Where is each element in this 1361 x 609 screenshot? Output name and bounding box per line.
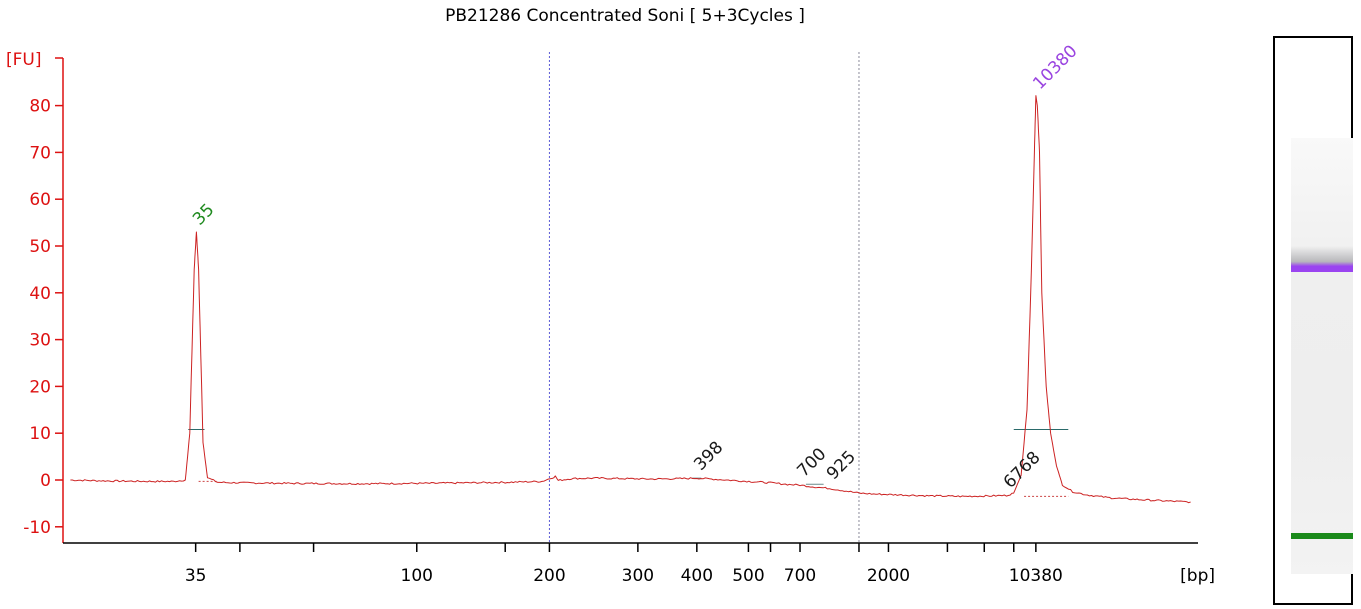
x-tick-label: 300 (622, 566, 654, 586)
gel-lane-panel (1273, 36, 1353, 605)
y-tick-label: 10 (29, 424, 51, 444)
y-axis-label: [FU] (6, 50, 42, 70)
y-tick-label: 40 (29, 284, 51, 304)
y-tick-label: 30 (29, 331, 51, 351)
y-tick-label: 70 (29, 143, 51, 163)
peak-label: 398 (690, 438, 727, 475)
y-tick-label: 50 (29, 237, 51, 257)
y-tick-label: -10 (23, 518, 51, 538)
x-tick-label: 400 (681, 566, 713, 586)
y-tick-label: 60 (29, 190, 51, 210)
x-axis-label: [bp] (1180, 566, 1215, 586)
y-tick-label: 0 (40, 471, 51, 491)
peak-label: 700 (793, 444, 830, 481)
x-tick-label: 10380 (1009, 566, 1063, 586)
x-tick-label: 100 (401, 566, 433, 586)
peak-label: 6768 (1000, 448, 1045, 493)
lower-marker-band (1291, 532, 1353, 539)
peak-label: 35 (189, 200, 218, 229)
x-tick-label: 500 (732, 566, 764, 586)
y-tick-label: 80 (29, 97, 51, 117)
x-tick-label: 200 (533, 566, 565, 586)
chart-title: PB21286 Concentrated Soni [ 5+3Cycles ] (445, 6, 805, 26)
x-tick-label: 2000 (867, 566, 910, 586)
y-tick-label: 20 (29, 377, 51, 397)
electropherogram-trace (70, 95, 1191, 504)
x-tick-label: 35 (185, 566, 207, 586)
gel-lane (1291, 138, 1353, 574)
x-tick-label: 700 (784, 566, 816, 586)
upper-marker-band (1291, 246, 1353, 273)
peak-label: 10380 (1029, 41, 1081, 93)
peak-label: 925 (823, 447, 860, 484)
